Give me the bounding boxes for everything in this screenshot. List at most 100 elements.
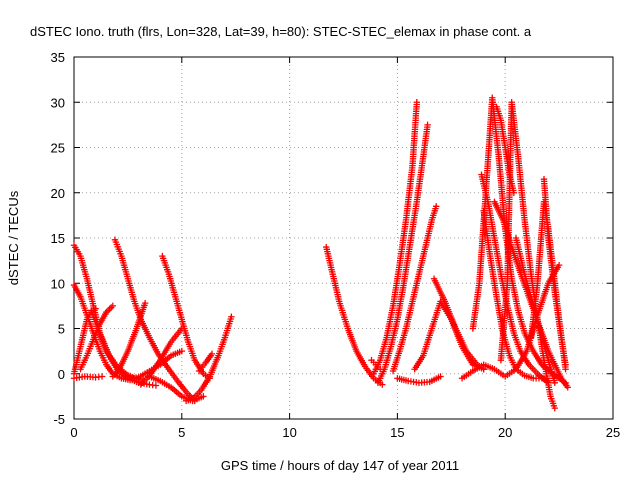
data-series (70, 373, 106, 382)
data-point-run (345, 327, 359, 353)
data-point-run (191, 388, 203, 401)
chart-title: dSTEC Iono. truth (flrs, Lon=328, Lat=39… (30, 24, 532, 39)
data-point-run (95, 327, 109, 353)
data-point-run (160, 255, 172, 276)
data-series (182, 313, 235, 405)
data-point-run (72, 244, 83, 258)
data-point-run (78, 295, 90, 316)
data-point-run (71, 354, 81, 375)
data-point-run (169, 385, 184, 399)
data-point-run (487, 255, 500, 298)
data-point-run (371, 359, 383, 375)
y-axis-title: dSTEC / TECUs (6, 190, 21, 285)
data-series (195, 350, 216, 375)
data-point-run (453, 327, 469, 353)
y-tick-label: 10 (51, 276, 65, 291)
x-tick-label: 10 (282, 425, 296, 440)
data-point-run (166, 273, 178, 298)
data-point-run (420, 327, 435, 357)
y-tick-label: 20 (51, 186, 65, 201)
data-point-run (117, 349, 131, 371)
data-point-run (412, 354, 426, 371)
data-point-run (185, 396, 194, 404)
data-point-run (377, 336, 390, 362)
y-tick-label: 35 (51, 50, 65, 65)
data-point-run (498, 119, 508, 149)
data-point-run (396, 219, 409, 267)
data-point-run (134, 302, 148, 330)
data-point-run (548, 395, 558, 409)
x-tick-label: 5 (178, 425, 185, 440)
data-point-run (431, 277, 448, 303)
data-series (389, 203, 440, 375)
data-point-run (545, 359, 558, 384)
data-point-run (515, 155, 528, 221)
data-point-run (504, 304, 517, 334)
data-point-run (470, 282, 483, 330)
data-point-run (390, 350, 402, 372)
data-point-run (127, 374, 140, 382)
y-tick-label: 25 (51, 141, 65, 156)
data-points (70, 94, 571, 412)
y-tick-label: 5 (58, 322, 65, 337)
data-point-run (125, 277, 137, 303)
data-point-run (558, 336, 569, 366)
data-point-run (139, 374, 151, 386)
data-point-run (478, 173, 491, 203)
data-point-run (551, 291, 565, 339)
data-point-run (429, 300, 443, 330)
data-point-run (118, 255, 131, 280)
data-point-run (175, 379, 188, 394)
data-point-run (104, 363, 115, 376)
data-point-run (523, 373, 535, 381)
data-point-run (401, 241, 414, 285)
data-point-run (545, 237, 558, 294)
data-point-run (521, 219, 534, 276)
data-point-run (104, 304, 115, 314)
data-point-run (492, 200, 506, 222)
data-point-run (77, 255, 90, 280)
data-point-run (170, 348, 183, 358)
data-point-run (203, 352, 214, 365)
data-point-run (147, 336, 161, 355)
data-point-run (388, 318, 401, 348)
x-tick-label: 15 (390, 425, 404, 440)
data-point-run (409, 273, 422, 303)
data-point-run (528, 282, 541, 339)
data-point-run (147, 358, 163, 377)
data-point-run (559, 376, 570, 389)
data-point-run (513, 237, 528, 276)
data-series (540, 175, 569, 368)
data-point-run (504, 367, 517, 379)
data-point-run (493, 367, 507, 379)
data-point-run (489, 96, 502, 158)
y-tick-label: -5 (53, 412, 65, 427)
data-point-run (169, 327, 184, 344)
data-point-run (418, 378, 431, 386)
data-point-run (541, 359, 554, 398)
data-point-run (158, 340, 173, 362)
data-point-run (539, 336, 551, 362)
x-tick-label: 0 (70, 425, 77, 440)
data-point-run (71, 283, 83, 299)
data-point-run (216, 336, 228, 357)
data-point-run (508, 277, 521, 312)
data-point-run (413, 155, 427, 203)
data-point-run (428, 374, 442, 384)
data-point-run (429, 205, 439, 221)
data-point-run (375, 368, 387, 384)
data-point-run (514, 367, 526, 378)
y-tick-label: 15 (51, 231, 65, 246)
data-point-run (370, 359, 377, 366)
data-series (374, 121, 431, 386)
data-point-run (407, 378, 420, 386)
data-point-run (394, 282, 407, 321)
data-point-run (507, 354, 519, 371)
data-point-run (511, 332, 523, 353)
data-point-run (541, 178, 552, 239)
data-point-run (85, 311, 93, 321)
data-point-run (485, 200, 498, 239)
data-series (109, 299, 149, 380)
data-point-run (138, 318, 152, 339)
data-point-run (185, 341, 198, 362)
